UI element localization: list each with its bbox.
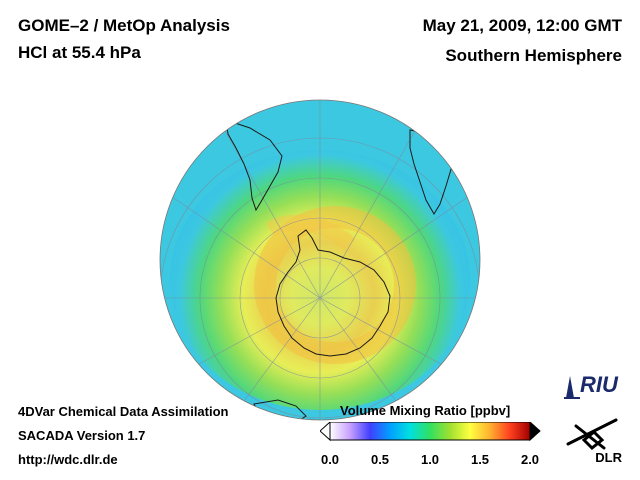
riu-logo-icon [564,376,580,399]
colorbar-tick-1: 0.5 [370,452,390,467]
colorbar-tick-3: 1.5 [470,452,490,467]
south-america-coast [225,119,283,212]
riu-logo-text: RIU [580,372,618,397]
dlr-logo-text: DLR [595,450,622,465]
dlr-logo-icon [566,418,618,450]
colorbar-tick-2: 1.0 [420,452,440,467]
colorbar-max-arrow [529,422,541,442]
antarctica-coast [275,229,391,357]
footer-line2: SACADA Version 1.7 [18,428,146,443]
colorbar-tick-0: 0.0 [320,452,340,467]
title-line2: HCl at 55.4 hPa [18,43,141,62]
colorbar-tick-4: 2.0 [520,452,540,467]
colorbar-bar [329,422,531,441]
title-line1: GOME–2 / MetOp Analysis [18,16,230,35]
footer-link[interactable]: http://wdc.dlr.de [18,452,118,467]
colorbar-min-arrow [320,422,331,442]
colorbar [320,422,541,442]
footer-line1: 4DVar Chemical Data Assimilation [18,404,229,419]
hemisphere-label: Southern Hemisphere [445,46,622,65]
date-label: May 21, 2009, 12:00 GMT [422,16,622,35]
colorbar-label: Volume Mixing Ratio [ppbv] [340,403,511,418]
